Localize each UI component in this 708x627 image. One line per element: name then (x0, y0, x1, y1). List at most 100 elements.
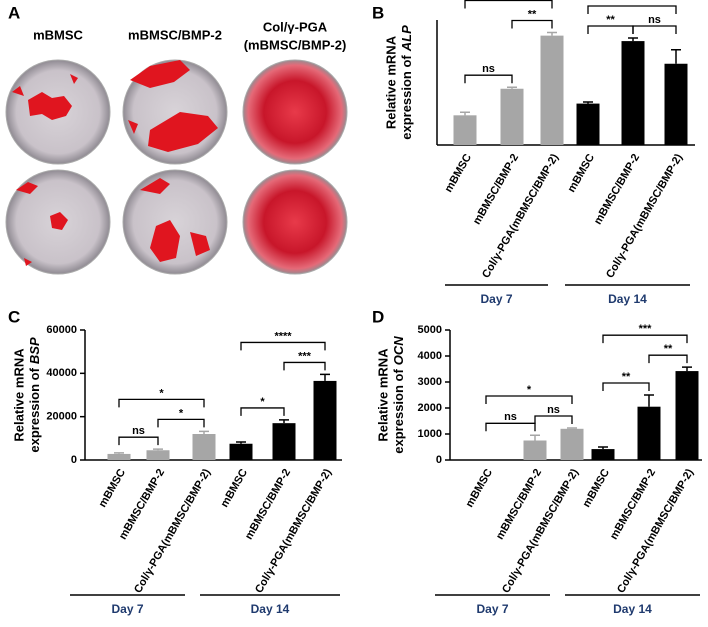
significance-bracket (486, 396, 572, 404)
error-bar (682, 367, 692, 371)
bar (577, 104, 600, 145)
x-tick-label: Col/γ-PGA(mBMSC/BMP-2) (253, 467, 334, 596)
significance-bracket (603, 383, 649, 391)
y-tick-label: 3000 (418, 376, 442, 388)
error-bar (460, 112, 470, 115)
x-tick-label: mBMSC (464, 467, 496, 510)
y-tick-label: 1000 (418, 428, 442, 440)
y-axis-label: expression of OCN (391, 336, 406, 454)
significance-label: ns (547, 404, 560, 416)
error-bar (114, 453, 124, 454)
column-header: (mBMSC/BMP-2) (244, 37, 347, 52)
significance-label: ns (132, 425, 145, 437)
y-tick-label: 5000 (418, 324, 442, 336)
bar (561, 429, 584, 460)
well-photos (6, 60, 347, 274)
x-tick-label: mBMSC/BMP-2 (592, 152, 642, 227)
bar (676, 371, 699, 460)
panel-label: B (372, 3, 384, 22)
error-bar (236, 442, 246, 444)
significance-label: ns (648, 14, 661, 26)
error-bar (547, 33, 557, 36)
gene-name: OCN (391, 336, 406, 366)
significance-bracket (486, 423, 535, 431)
significance-bracket (284, 362, 325, 370)
y-axis-label: Relative mRNA (375, 348, 390, 442)
group-label: Day 7 (480, 292, 512, 306)
bar (541, 36, 564, 145)
bar (454, 115, 477, 145)
y-axis-label-text: expression of (391, 369, 406, 454)
bar (592, 449, 615, 460)
error-bar (583, 102, 593, 104)
y-tick-label: 4000 (418, 350, 442, 362)
x-tick-label: Col/γ-PGA(mBMSC/BMP-2) (615, 467, 696, 596)
significance-bracket (633, 26, 676, 34)
column-header: mBMSC (33, 27, 83, 42)
significance-bracket (241, 342, 325, 350)
significance-label: **** (274, 330, 292, 342)
error-bar (153, 449, 163, 450)
significance-bracket (119, 437, 158, 445)
significance-bracket (603, 335, 687, 343)
group-label: Day 14 (613, 602, 652, 616)
significance-bracket (535, 416, 572, 424)
significance-label: ** (622, 371, 631, 383)
x-tick-label: mBMSC (97, 467, 129, 510)
significance-label: * (527, 384, 532, 396)
panel-label: A (8, 3, 20, 22)
bar (147, 450, 170, 460)
bar (314, 381, 337, 460)
significance-bracket (119, 399, 204, 407)
y-axis-label: expression ofBSP (27, 337, 42, 453)
bar (230, 444, 253, 460)
y-axis-label: expression of ALP (399, 25, 414, 140)
significance-label: *** (639, 323, 653, 335)
significance-bracket (158, 419, 204, 427)
significance-bracket (465, 1, 552, 9)
error-bar (320, 374, 330, 381)
panel-label: D (372, 307, 384, 326)
y-tick-label: 0 (71, 454, 77, 466)
group-label: Day 14 (251, 602, 290, 616)
y-tick-label: 40000 (46, 367, 77, 379)
group-label: Day 14 (608, 292, 647, 306)
panel-label: C (8, 307, 20, 326)
error-bar (507, 87, 517, 89)
panel-a: A mBMSC mBMSC/BMP-2 Col/γ-PGA (mBMSC/BMP… (6, 3, 347, 274)
error-bar (199, 431, 209, 434)
bar (108, 454, 131, 460)
significance-bracket (465, 75, 512, 83)
gene-name: ALP (399, 25, 414, 52)
group-label: Day 7 (476, 602, 508, 616)
significance-label: ** (606, 14, 615, 26)
significance-label: *** (298, 350, 312, 362)
significance-label: ** (664, 343, 673, 355)
significance-label: ns (482, 63, 495, 75)
bar (524, 441, 547, 461)
significance-label: ** (528, 8, 537, 20)
error-bar (628, 38, 638, 41)
bar (501, 89, 524, 145)
y-axis-label-text: expression of (399, 55, 414, 140)
error-bar (279, 420, 289, 423)
bar (638, 407, 661, 460)
group-label: Day 7 (111, 602, 143, 616)
bar (193, 434, 216, 460)
error-bar (530, 435, 540, 440)
y-tick-label: 2000 (418, 402, 442, 414)
y-tick-label: 60000 (46, 324, 77, 336)
significance-bracket (588, 6, 676, 14)
y-axis-label: Relative mRNA (11, 348, 26, 442)
significance-bracket (512, 21, 552, 29)
column-header: mBMSC/BMP-2 (128, 27, 222, 42)
x-tick-label: Col/γ-PGA(mBMSC/BMP-2) (604, 152, 685, 281)
x-tick-label: Col/γ-PGA(mBMSC/BMP-2) (480, 152, 561, 281)
x-tick-label: mBMSC (566, 152, 598, 195)
error-bar (644, 395, 654, 407)
x-tick-label: Col/γ-PGA(mBMSC/BMP-2) (500, 467, 581, 596)
significance-bracket (588, 26, 633, 34)
column-header: Col/γ-PGA (263, 19, 328, 34)
x-tick-label: mBMSC/BMP-2 (243, 467, 293, 542)
